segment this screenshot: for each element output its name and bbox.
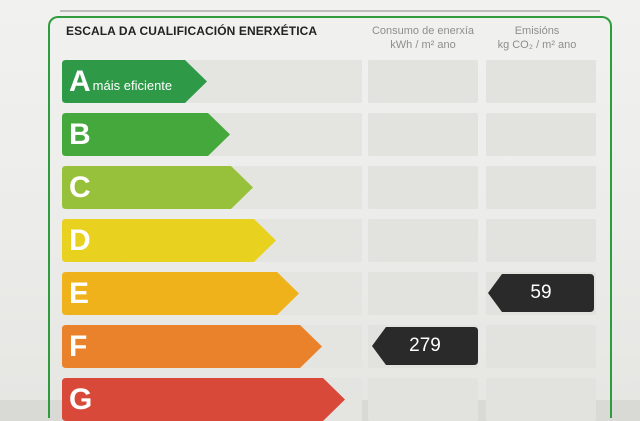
class-sublabel-a: máis eficiente (92, 78, 173, 93)
class-letter-d: D (69, 224, 91, 257)
consumption-cell-b (368, 113, 478, 156)
consumption-cell-c (368, 166, 478, 209)
consumption-rating-badge: 279 (372, 327, 478, 365)
consumption-cell-a (368, 60, 478, 103)
class-arrow-c: C (62, 166, 253, 209)
class-letter-f: F (69, 330, 88, 363)
consumption-cell-d (368, 219, 478, 262)
consumption-rating-badge-value: 279 (409, 335, 441, 356)
top-divider (60, 0, 600, 12)
consumption-header-label: Consumo de enerxía (371, 25, 475, 37)
class-letter-e: E (69, 277, 90, 310)
label-frame (48, 16, 612, 418)
class-letter-b: B (69, 118, 91, 151)
class-arrow-d: D (62, 219, 276, 262)
class-arrow-e: E (62, 272, 299, 315)
emissions-header-label: Emisións (514, 25, 560, 37)
consumption-cell-e (368, 272, 478, 315)
emissions-rating-badge-value: 59 (530, 282, 552, 303)
emissions-cell-c (486, 166, 596, 209)
scale-title: ESCALA DA CUALIFICACIÓN ENERXÉTICA (66, 24, 318, 38)
emissions-cell-d (486, 219, 596, 262)
consumption-header-unit: kWh / m² ano (390, 39, 456, 51)
emissions-header: Emisións kg CO₂ / m² ano (482, 24, 592, 52)
emissions-header-unit: kg CO₂ / m² ano (497, 39, 577, 51)
emissions-rating-badge: 59 (488, 274, 594, 312)
emissions-cell-a (486, 60, 596, 103)
emissions-cell-b (486, 113, 596, 156)
class-letter-c: C (69, 171, 91, 204)
consumption-header: Consumo de enerxía kWh / m² ano (368, 24, 478, 52)
class-arrow-f: F (62, 325, 322, 368)
class-arrow-b: B (62, 113, 230, 156)
emissions-cell-f (486, 325, 596, 368)
class-letter-a: A (69, 65, 91, 98)
